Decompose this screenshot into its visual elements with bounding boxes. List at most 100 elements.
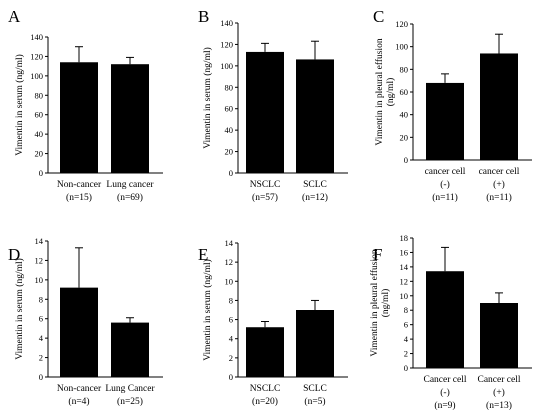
panel-e-y-tick-label: 10 bbox=[225, 276, 234, 286]
panel-e-y-tick-label: 2 bbox=[229, 353, 233, 363]
panel-b-y-tick-label: 40 bbox=[225, 125, 234, 135]
panel-f-y-tick-label: 14 bbox=[400, 262, 409, 272]
panel-b-bar-2 bbox=[296, 59, 334, 173]
panel-f-y-tick-label: 4 bbox=[404, 334, 409, 344]
panel-b-y-axis-title: Vimentin in serum (ng/ml) bbox=[202, 47, 213, 149]
panel-e-letter: E bbox=[198, 245, 208, 264]
panel-b-category-label-2: SCLC bbox=[303, 180, 327, 190]
panel-c-category-label-2: (n=11) bbox=[486, 192, 512, 203]
panel-a-y-tick-label: 20 bbox=[35, 149, 44, 159]
panel-b-bar-1 bbox=[246, 51, 284, 173]
panel-f-category-label-2: Cancer cell bbox=[478, 375, 521, 385]
panel-e-category-label-1: (n=20) bbox=[252, 396, 278, 407]
panel-a-category-label-1: (n=15) bbox=[66, 192, 92, 203]
panel-c-y-tick-label: 20 bbox=[400, 132, 409, 142]
panel-f-y-tick-label: 0 bbox=[404, 363, 408, 373]
panel-f-y-tick-label: 6 bbox=[404, 320, 408, 330]
panel-f-y-tick-label: 18 bbox=[400, 233, 409, 243]
panel-b-y-tick-label: 80 bbox=[225, 82, 234, 92]
panel-c-y-tick-label: 80 bbox=[400, 64, 409, 74]
panel-d-y-tick-label: 8 bbox=[39, 294, 43, 304]
panel-e-category-label-2: (n=5) bbox=[304, 396, 325, 407]
panel-a-letter: A bbox=[8, 7, 21, 26]
panel-a-bar-2 bbox=[111, 64, 149, 173]
panel-e-category-label-1: NSCLC bbox=[250, 384, 281, 394]
panel-d-y-tick-label: 10 bbox=[35, 275, 44, 285]
panel-e-y-tick-label: 14 bbox=[225, 238, 234, 248]
panel-f-letter: F bbox=[373, 245, 382, 264]
panel-a-category-label-1: Non-cancer bbox=[57, 180, 102, 190]
panel-f-y-tick-label: 8 bbox=[404, 305, 408, 315]
panel-d-y-tick-label: 0 bbox=[39, 372, 43, 382]
panel-b-category-label-1: (n=57) bbox=[252, 192, 278, 203]
panel-a-bar-1 bbox=[60, 62, 98, 173]
panel-a-y-tick-label: 0 bbox=[39, 168, 43, 178]
panel-d-category-label-1: (n=4) bbox=[68, 396, 89, 407]
panel-b-y-tick-label: 60 bbox=[225, 104, 234, 114]
panel-c-category-label-1: (n=11) bbox=[432, 192, 458, 203]
panel-d-y-tick-label: 12 bbox=[35, 255, 44, 265]
panel-c-letter: C bbox=[373, 7, 384, 26]
panel-d-category-label-2: Lung Cancer bbox=[105, 384, 155, 394]
panel-f-y-tick-label: 16 bbox=[400, 247, 409, 257]
panel-c-category-label-1: (-) bbox=[440, 179, 450, 190]
panel-a-y-tick-label: 40 bbox=[35, 129, 44, 139]
panel-c-y-axis-title: Vimentin in pleural effusion bbox=[374, 38, 385, 145]
panel-a-category-label-2: (n=69) bbox=[117, 192, 143, 203]
panel-e-bar-2 bbox=[296, 310, 334, 377]
panel-d-y-axis-title: Vimentin in serum (ng/ml) bbox=[14, 258, 25, 360]
panel-d-letter: D bbox=[8, 245, 20, 264]
panel-c-category-label-1: cancer cell bbox=[425, 167, 466, 177]
panel-e-y-tick-label: 12 bbox=[225, 257, 234, 267]
panel-f-y-axis-title: (ng/ml) bbox=[380, 289, 391, 318]
panel-c-y-tick-label: 40 bbox=[400, 110, 409, 120]
panel-a-y-tick-label: 120 bbox=[30, 51, 43, 61]
panel-a-y-tick-label: 80 bbox=[35, 90, 44, 100]
panel-d-y-tick-label: 4 bbox=[39, 333, 44, 343]
panel-e-bar-1 bbox=[246, 327, 284, 377]
panel-c-category-label-2: cancer cell bbox=[479, 167, 520, 177]
panel-b-y-tick-label: 100 bbox=[220, 61, 233, 71]
panel-e-category-label-2: SCLC bbox=[303, 384, 327, 394]
panel-b-category-label-2: (n=12) bbox=[302, 192, 328, 203]
panel-b-y-tick-label: 0 bbox=[229, 168, 233, 178]
panel-e-y-axis-title: Vimentin in serum (ng/ml) bbox=[202, 259, 213, 361]
panel-c-bar-1 bbox=[426, 82, 464, 160]
panel-d-y-tick-label: 14 bbox=[35, 236, 44, 246]
panel-c-category-label-2: (+) bbox=[493, 179, 505, 190]
panel-f-y-tick-label: 12 bbox=[400, 276, 409, 286]
panel-c-y-tick-label: 60 bbox=[400, 87, 409, 97]
panel-a-category-label-2: Lung cancer bbox=[106, 180, 154, 190]
panel-e-y-tick-label: 0 bbox=[229, 372, 233, 382]
panel-a-y-tick-label: 60 bbox=[35, 110, 44, 120]
panel-b-y-tick-label: 20 bbox=[225, 147, 234, 157]
panel-e-y-tick-label: 4 bbox=[229, 334, 234, 344]
panel-f-category-label-2: (+) bbox=[493, 387, 505, 398]
panel-c-y-tick-label: 100 bbox=[395, 42, 408, 52]
panel-f-y-axis-title: Vimentin in pleural effusion bbox=[369, 249, 380, 356]
panel-a-y-axis-title: Vimentin in serum (ng/ml) bbox=[14, 54, 25, 156]
panel-b-y-tick-label: 140 bbox=[220, 18, 233, 28]
panel-e-y-tick-label: 8 bbox=[229, 295, 233, 305]
panel-b-letter: B bbox=[198, 7, 209, 26]
panel-c-y-tick-label: 120 bbox=[395, 19, 408, 29]
panel-a-y-tick-label: 100 bbox=[30, 71, 43, 81]
panel-a-y-tick-label: 140 bbox=[30, 32, 43, 42]
panel-e-y-tick-label: 6 bbox=[229, 315, 233, 325]
panel-d-y-tick-label: 2 bbox=[39, 353, 43, 363]
panel-f-category-label-1: Cancer cell bbox=[424, 375, 467, 385]
panel-f-bar-2 bbox=[480, 303, 518, 368]
panel-d-bar-1 bbox=[60, 287, 98, 377]
panel-d-category-label-1: Non-cancer bbox=[57, 384, 102, 394]
panel-d-bar-2 bbox=[111, 322, 149, 377]
panel-c-y-axis-title: (ng/ml) bbox=[385, 78, 396, 107]
panel-f-category-label-2: (n=13) bbox=[486, 400, 512, 411]
panel-d-y-tick-label: 6 bbox=[39, 314, 43, 324]
panel-f-category-label-1: (-) bbox=[440, 387, 450, 398]
panel-b-y-tick-label: 120 bbox=[220, 39, 233, 49]
panel-d-category-label-2: (n=25) bbox=[117, 396, 143, 407]
panel-f-bar-1 bbox=[426, 271, 464, 368]
panel-c-y-tick-label: 0 bbox=[404, 155, 408, 165]
panel-f-y-tick-label: 2 bbox=[404, 349, 408, 359]
